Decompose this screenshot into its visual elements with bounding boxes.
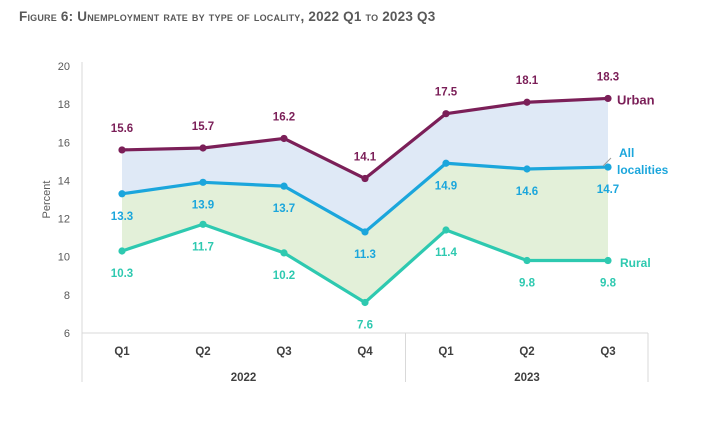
all-localities-data-label: 11.3 [354, 249, 376, 261]
rural-point [604, 256, 612, 265]
urban-data-label: 15.6 [111, 123, 133, 135]
all-localities-point [361, 228, 369, 236]
all-localities-data-label: 14.9 [435, 180, 457, 192]
urban-data-label: 18.1 [516, 75, 539, 87]
all-localities-point [442, 159, 450, 167]
all-localities-series-label: All localities [617, 146, 669, 177]
x-group-label: 2023 [514, 372, 540, 384]
urban-point [604, 94, 612, 103]
y-tick-label: 10 [58, 252, 70, 264]
rural-data-label: 10.3 [111, 268, 133, 280]
rural-point [199, 220, 207, 228]
x-tick-label: Q1 [114, 346, 130, 358]
y-tick-label: 20 [58, 61, 70, 73]
urban-data-label: 16.2 [273, 111, 295, 123]
urban-point [361, 174, 369, 183]
y-tick-label: 12 [58, 214, 70, 226]
y-tick-label: 18 [58, 99, 70, 111]
x-tick-label: Q4 [357, 346, 373, 358]
x-tick-label: Q2 [519, 346, 534, 358]
rural-data-label: 9.8 [600, 278, 617, 290]
y-tick-label: 16 [58, 137, 70, 149]
all-localities-point [199, 178, 207, 186]
rural-data-label: 11.4 [435, 247, 457, 259]
urban-point [442, 110, 450, 118]
urban-data-label: 14.1 [354, 152, 377, 164]
urban-series-label: Urban [617, 92, 655, 107]
urban-data-label: 15.7 [192, 121, 214, 133]
x-tick-label: Q3 [600, 346, 615, 358]
rural-point [118, 247, 126, 255]
y-tick-label: 14 [58, 175, 70, 187]
all-localities-point [604, 163, 612, 171]
all-localities-point [523, 165, 531, 173]
rural-point [442, 226, 450, 234]
x-tick-label: Q3 [276, 346, 291, 358]
all-localities-data-label: 13.3 [111, 211, 133, 223]
band-fill-1 [122, 98, 608, 232]
rural-point [280, 249, 288, 257]
rural-point [361, 298, 369, 307]
rural-data-label: 7.6 [357, 319, 373, 331]
y-axis-label: Percent [41, 181, 53, 219]
all-localities-data-label: 14.7 [597, 184, 619, 196]
urban-point [118, 146, 126, 154]
urban-data-label: 17.5 [435, 87, 458, 99]
rural-data-label: 11.7 [192, 241, 214, 253]
all-localities-data-label: 13.7 [273, 203, 295, 215]
rural-data-label: 10.2 [273, 270, 295, 282]
y-tick-label: 8 [64, 290, 70, 302]
urban-point [280, 134, 288, 143]
all-localities-leader-line [602, 157, 612, 167]
all-localities-data-label: 13.9 [192, 199, 214, 211]
x-group-label: 2022 [231, 372, 257, 384]
all-localities-data-label: 14.6 [516, 186, 538, 198]
all-localities-point [118, 190, 126, 198]
y-tick-label: 6 [64, 328, 70, 340]
urban-point [199, 144, 207, 152]
x-tick-label: Q1 [438, 346, 454, 358]
urban-data-label: 18.3 [597, 71, 619, 83]
rural-point [523, 256, 531, 265]
x-tick-label: Q2 [195, 346, 210, 358]
chart-title: Figure 6: Unemployment rate by type of l… [19, 9, 436, 24]
rural-data-label: 9.8 [519, 278, 536, 290]
urban-point [523, 98, 531, 106]
all-localities-point [280, 182, 288, 190]
rural-series-label: Rural [620, 256, 651, 270]
